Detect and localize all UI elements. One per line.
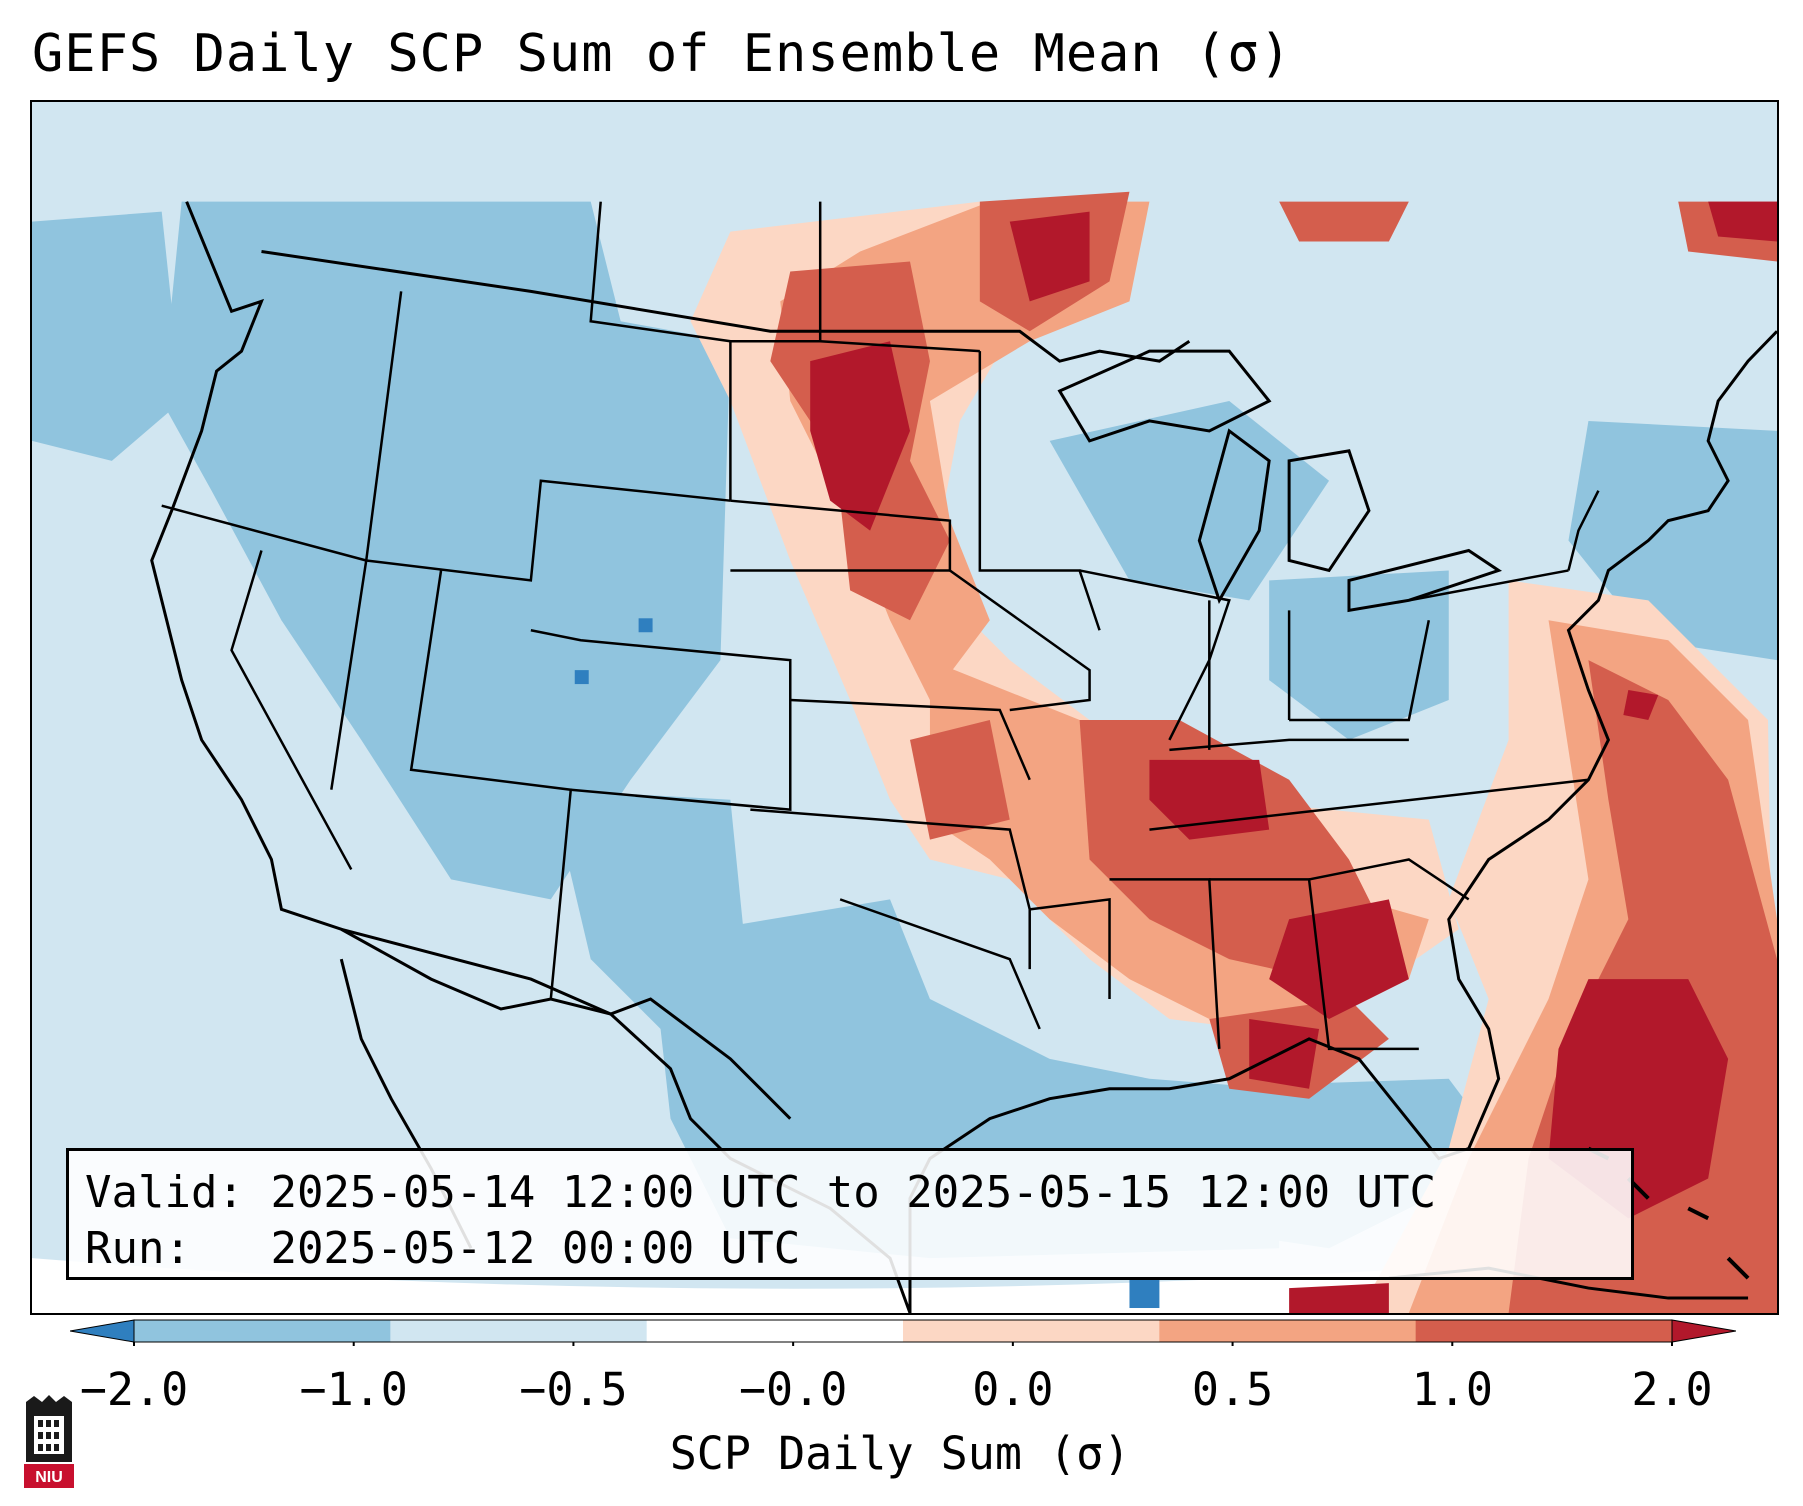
scp-field-map — [32, 102, 1777, 1313]
colorbar-tick-label: −0.0 — [738, 1363, 848, 1416]
pos-max-northern — [1009, 211, 1090, 302]
colorbar-tick-label: 2.0 — [1631, 1363, 1713, 1416]
colorbar-label: SCP Daily Sum (σ) — [669, 1427, 1131, 1480]
great-lakes — [1057, 349, 1503, 613]
valid-label: Valid: — [85, 1167, 244, 1218]
valid-row: Valid: 2025-05-14 12:00 UTC to 2025-05-1… — [85, 1165, 1631, 1221]
canada-border — [261, 250, 1191, 363]
neg-field-northwest — [161, 201, 731, 900]
neg-spot-colorado-1 — [638, 618, 653, 633]
run-label: Run: — [85, 1223, 191, 1274]
run-row: Run: 2025-05-12 00:00 UTC — [85, 1221, 1631, 1277]
page-title: GEFS Daily SCP Sum of Ensemble Mean (σ) — [32, 24, 1292, 84]
valid-time-box: Valid: 2025-05-14 12:00 UTC to 2025-05-1… — [66, 1148, 1634, 1280]
map-panel[interactable] — [30, 100, 1779, 1315]
neg-field-pacific-west — [32, 211, 182, 461]
colorbar-tick-label: 1.0 — [1411, 1363, 1493, 1416]
colorbar — [70, 1319, 1736, 1346]
run-value: 2025-05-12 00:00 UTC — [270, 1223, 801, 1274]
colorbar-extend-low — [70, 1319, 135, 1343]
colorbar-segment — [390, 1320, 648, 1342]
colorbar-frame — [133, 1319, 1673, 1343]
neg-spot-colorado-2 — [574, 670, 589, 685]
colorbar-segment — [1415, 1320, 1673, 1342]
pos-max-gulf — [1249, 1018, 1320, 1089]
neg-field-ohio — [1269, 570, 1449, 740]
colorbar-segment — [1159, 1320, 1417, 1342]
mexico-border — [340, 927, 792, 1120]
pos-max-delmarva — [1623, 690, 1659, 720]
colorbar-tick-label: −0.5 — [519, 1363, 628, 1416]
colorbar-tick-label: 0.5 — [1191, 1363, 1274, 1416]
state-borders — [161, 201, 1600, 1051]
colorbar-tick-label: −1.0 — [299, 1363, 408, 1416]
colorbar-extend-high — [1671, 1319, 1736, 1343]
pos-max-georgia — [1269, 899, 1409, 1019]
pos-max-canada-east — [1708, 201, 1777, 242]
neg-field-lakes — [1049, 401, 1330, 601]
valid-value: 2025-05-14 12:00 UTC to 2025-05-15 12:00… — [270, 1167, 1437, 1218]
colorbar-segment — [134, 1320, 391, 1342]
colorbar-segment — [903, 1320, 1160, 1342]
neg-field-great-basin — [261, 530, 452, 740]
colorbar-tick-label: 0.0 — [972, 1363, 1054, 1416]
pos-max-southern-mx — [1289, 1283, 1389, 1313]
niu-logo-icon: NIU — [24, 1395, 74, 1488]
pos-strong-canada — [1279, 201, 1409, 242]
neg-spot-gulf — [1129, 1278, 1160, 1309]
colorbar-segment — [646, 1320, 904, 1342]
pos-strong-oklahoma — [909, 719, 1010, 840]
pos-max-dakotas — [810, 341, 910, 531]
logo-text: NIU — [35, 1469, 63, 1486]
colorbar-tick-label: −2.0 — [79, 1363, 189, 1416]
